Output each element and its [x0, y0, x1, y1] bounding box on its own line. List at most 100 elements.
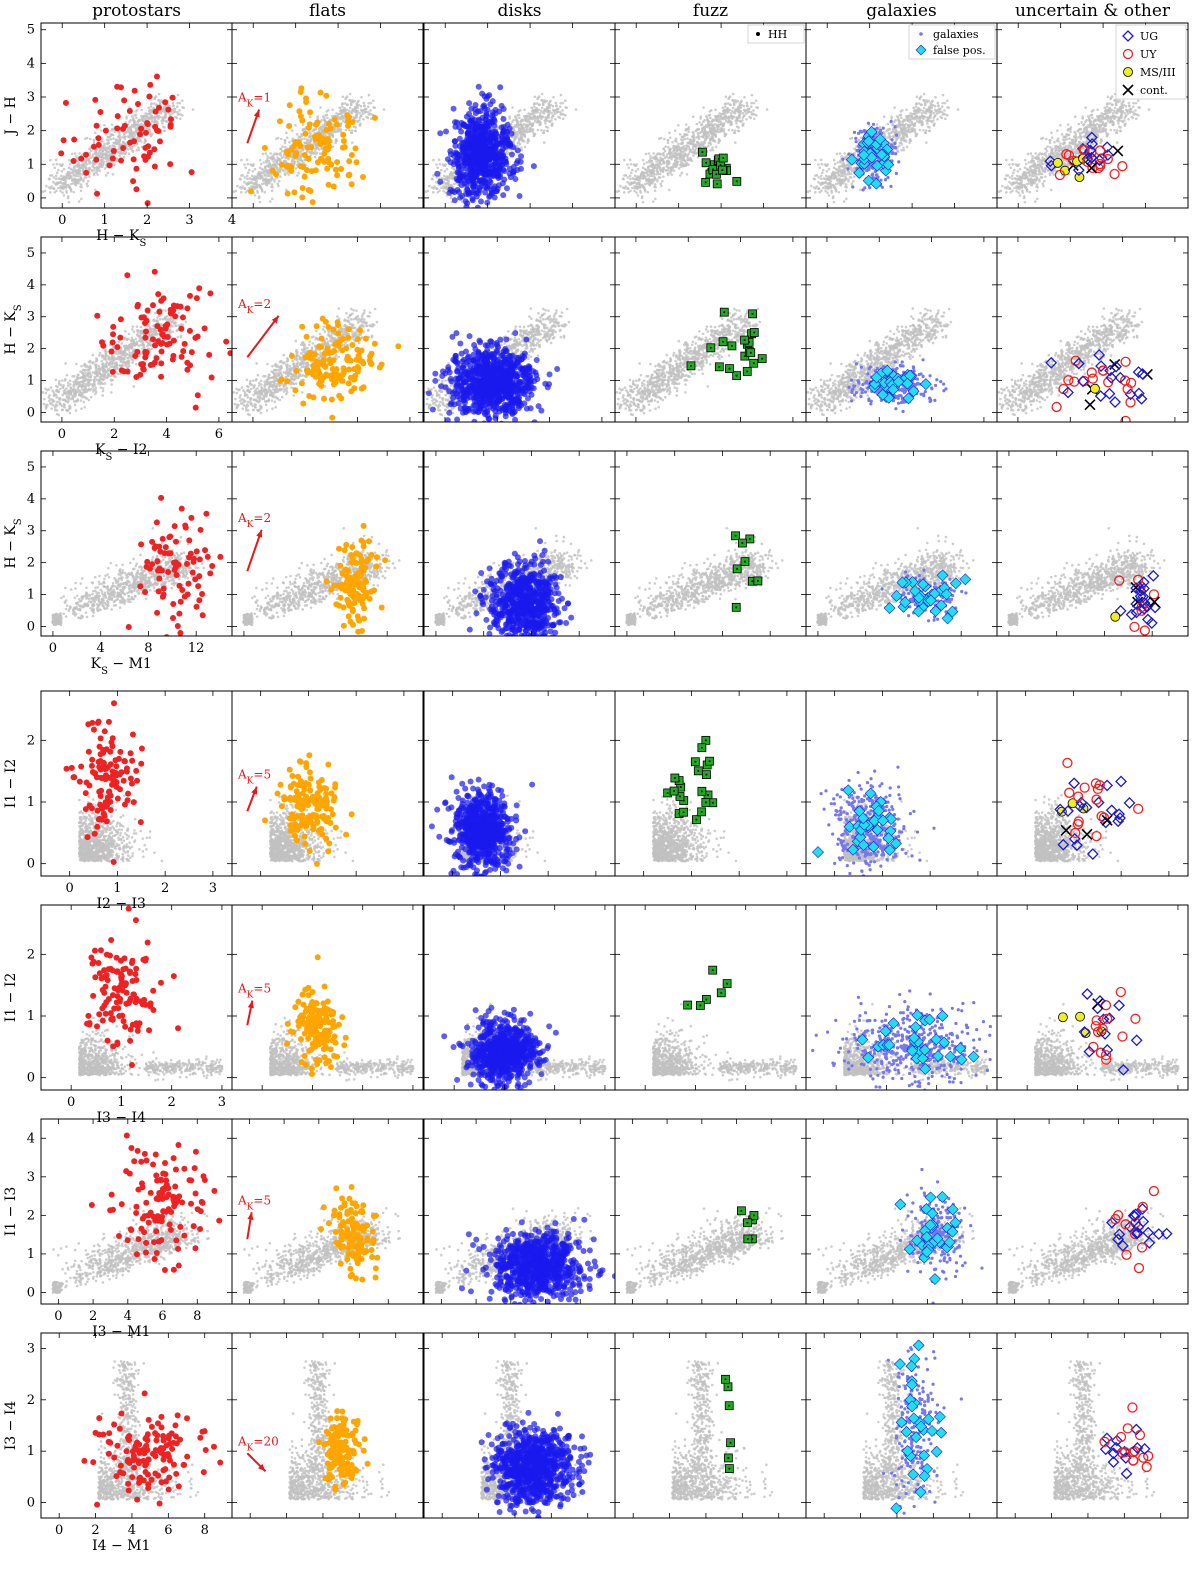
background-point: [523, 108, 526, 112]
background-point: [263, 166, 267, 170]
background-point: [668, 136, 672, 139]
background-point: [271, 163, 275, 167]
background-point: [702, 142, 705, 146]
background-point: [99, 161, 103, 165]
disk-point: [491, 144, 498, 151]
background-point: [527, 139, 531, 143]
background-point: [513, 124, 517, 127]
background-point: [344, 96, 348, 100]
background-point: [716, 124, 720, 128]
background-point: [662, 154, 666, 157]
background-point: [536, 128, 540, 132]
background-point: [68, 162, 72, 166]
hh-marker: [705, 161, 708, 164]
background-point: [680, 135, 684, 139]
flat-point: [247, 188, 254, 195]
background-point: [148, 112, 151, 116]
background-point: [702, 133, 706, 137]
background-point: [54, 182, 57, 185]
disk-point: [470, 171, 477, 178]
background-point: [54, 174, 58, 178]
background-point: [62, 178, 66, 182]
disk-point: [474, 204, 481, 208]
background-point: [657, 175, 661, 179]
background-point: [346, 103, 349, 107]
background-point: [637, 182, 640, 185]
background-point: [369, 109, 372, 112]
background-point: [677, 145, 680, 148]
background-point: [650, 174, 654, 178]
background-point: [679, 160, 682, 163]
disk-point: [489, 149, 496, 156]
background-point: [80, 163, 84, 167]
background-point: [79, 183, 83, 186]
protostar-point: [165, 106, 172, 113]
background-point: [341, 95, 345, 99]
background-point: [43, 189, 47, 193]
background-point: [544, 109, 548, 113]
background-point: [243, 176, 247, 179]
background-point: [517, 110, 521, 113]
background-point: [273, 178, 276, 181]
background-point: [55, 189, 58, 193]
background-point: [179, 113, 182, 116]
disk-point: [491, 154, 498, 161]
background-point: [244, 191, 248, 194]
background-point: [340, 105, 344, 108]
disk-point: [472, 106, 479, 113]
background-point: [317, 148, 321, 151]
background-point: [664, 145, 667, 148]
background-point: [723, 109, 727, 113]
background-point: [675, 149, 679, 153]
background-point: [89, 149, 93, 153]
background-point: [641, 185, 645, 189]
protostar-point: [167, 123, 174, 130]
background-point: [642, 162, 646, 166]
background-point: [639, 174, 643, 177]
background-point: [658, 152, 662, 155]
background-point: [654, 166, 657, 169]
protostar-point: [94, 190, 101, 197]
background-point: [113, 163, 116, 167]
background-point: [175, 116, 179, 120]
background-point: [303, 141, 307, 145]
background-point: [92, 138, 96, 142]
background-point: [717, 141, 720, 145]
background-point: [270, 197, 274, 201]
background-point: [544, 118, 547, 122]
background-point: [104, 174, 108, 177]
background-point: [315, 151, 319, 155]
background-point: [699, 117, 702, 120]
disk-point: [479, 90, 486, 97]
background-point: [331, 145, 335, 149]
background-point: [53, 166, 57, 170]
background-point: [629, 189, 632, 193]
background-point: [321, 133, 325, 136]
protostar-point: [146, 93, 153, 100]
background-point: [649, 157, 652, 161]
flat-point: [297, 89, 304, 96]
background-point: [147, 106, 150, 110]
background-point: [354, 129, 357, 133]
background-point: [302, 127, 305, 131]
background-point: [274, 164, 278, 168]
background-point: [667, 145, 670, 149]
flat-point: [269, 167, 276, 174]
background-point: [670, 157, 673, 161]
disk-point: [470, 156, 477, 163]
background-point: [88, 154, 92, 157]
background-point: [739, 109, 743, 113]
background-point: [275, 159, 279, 162]
background-point: [258, 200, 262, 204]
flat-point: [286, 102, 293, 109]
background-point: [683, 159, 687, 163]
background-point: [91, 162, 95, 166]
disk-point: [451, 138, 458, 145]
background-point: [539, 121, 542, 124]
background-point: [130, 124, 134, 127]
background-point: [708, 110, 712, 113]
protostar-point: [144, 200, 151, 207]
background-point: [737, 108, 740, 111]
background-point: [249, 177, 252, 181]
